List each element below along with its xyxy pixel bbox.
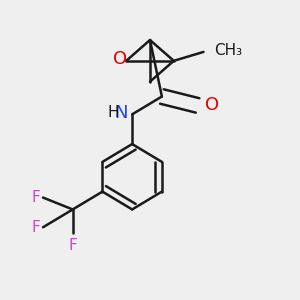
- Text: F: F: [31, 220, 40, 235]
- Text: H: H: [107, 105, 119, 120]
- Text: F: F: [68, 238, 77, 253]
- Text: O: O: [113, 50, 127, 68]
- Text: O: O: [205, 96, 219, 114]
- Text: F: F: [31, 190, 40, 205]
- Text: N: N: [114, 104, 128, 122]
- Text: CH₃: CH₃: [214, 43, 242, 58]
